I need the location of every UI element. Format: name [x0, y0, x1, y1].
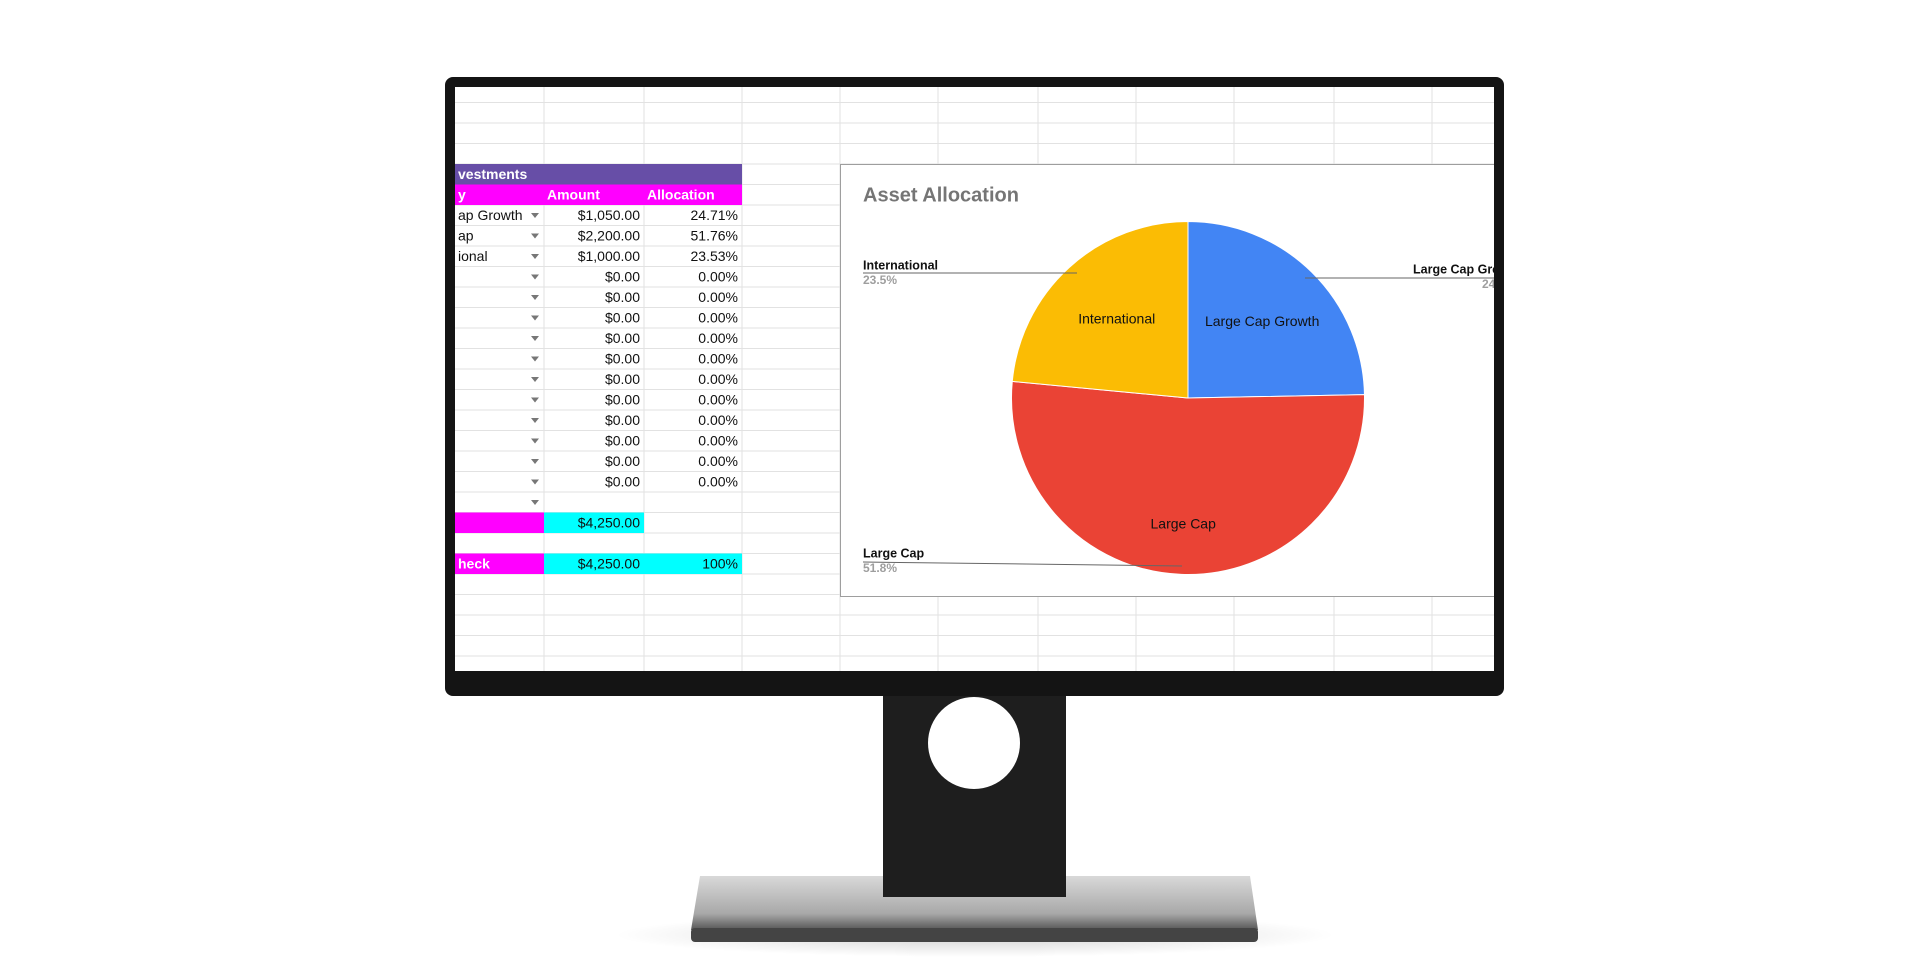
amount-cell: $0.00 — [605, 432, 640, 448]
check-amount: $4,250.00 — [578, 555, 640, 571]
chart-title: Asset Allocation — [863, 184, 1019, 206]
allocation-cell: 0.00% — [698, 330, 738, 346]
cell-fill — [544, 512, 644, 533]
dropdown-arrow — [531, 500, 539, 505]
amount-cell: $0.00 — [605, 453, 640, 469]
check-allocation: 100% — [702, 555, 738, 571]
allocation-cell: 0.00% — [698, 350, 738, 366]
allocation-cell: 0.00% — [698, 453, 738, 469]
amount-cell: $1,050.00 — [578, 207, 640, 223]
dropdown-arrow — [531, 295, 539, 300]
value-label: 24.7% — [1482, 277, 1516, 291]
dropdown-arrow — [531, 233, 539, 239]
allocation-cell: 0.00% — [698, 473, 738, 489]
allocation-cell: 0.00% — [698, 412, 738, 428]
cell-fill — [544, 164, 644, 185]
dropdown-arrow — [531, 459, 539, 464]
slice-label: International — [1078, 310, 1155, 326]
leader-line — [862, 561, 1183, 567]
dropdown-arrow — [531, 438, 539, 444]
slice-label: Large Cap — [1151, 516, 1217, 532]
dropdown-arrow — [531, 397, 539, 403]
legend-label: Large Cap — [863, 546, 924, 560]
amount-cell: $0.00 — [605, 473, 640, 489]
allocation-cell: 0.00% — [698, 371, 738, 387]
value-label: 23.5% — [863, 273, 897, 287]
slice-label: Large Cap Growth — [1205, 313, 1319, 329]
allocation-cell: 23.53% — [691, 248, 738, 264]
stand-base-edge — [691, 928, 1258, 942]
allocation-cell: 51.76% — [691, 227, 738, 243]
dropdown-arrow — [531, 274, 539, 280]
value-label: 51.8% — [863, 561, 897, 575]
allocation-cell: 0.00% — [698, 432, 738, 448]
pie-slice — [1011, 380, 1365, 575]
amount-cell: $0.00 — [605, 371, 640, 387]
total-amount: $4,250.00 — [578, 514, 640, 530]
column-header: y — [458, 186, 466, 202]
check-label: heck — [458, 555, 490, 571]
dropdown-arrow — [531, 336, 539, 341]
dropdown-arrow — [531, 213, 539, 218]
allocation-cell: 0.00% — [698, 268, 738, 284]
allocation-cell: 0.00% — [698, 391, 738, 407]
cell-fill — [455, 164, 544, 185]
cell-fill — [644, 553, 742, 574]
category-cell: ap Growth — [458, 207, 523, 223]
cell-fill — [644, 164, 742, 185]
allocation-cell: 0.00% — [698, 309, 738, 325]
amount-cell: $1,000.00 — [578, 248, 640, 264]
amount-cell: $0.00 — [605, 309, 640, 325]
legend-label: International — [863, 258, 938, 272]
amount-cell: $0.00 — [605, 330, 640, 346]
cell-fill — [455, 184, 544, 205]
amount-cell: $0.00 — [605, 391, 640, 407]
cell-fill — [544, 553, 644, 574]
category-cell: ional — [458, 248, 488, 264]
dropdown-arrow — [531, 418, 539, 423]
cell-fill — [644, 184, 742, 205]
dropdown-arrow — [531, 356, 539, 362]
dropdown-arrow — [531, 254, 539, 259]
allocation-cell: 24.71% — [691, 207, 738, 223]
stand-base — [691, 876, 1258, 930]
stand-hole — [928, 697, 1020, 789]
column-header: Allocation — [647, 186, 715, 202]
dropdown-arrow — [531, 377, 539, 382]
amount-cell: $0.00 — [605, 412, 640, 428]
amount-cell: $2,200.00 — [578, 227, 640, 243]
dropdown-arrow — [531, 315, 539, 321]
cell-fill — [544, 184, 644, 205]
legend-label: Large Cap Growth — [1413, 262, 1521, 276]
cell-fill — [455, 553, 544, 574]
dropdown-arrow — [531, 479, 539, 485]
amount-cell: $0.00 — [605, 350, 640, 366]
cell-fill — [455, 512, 544, 533]
allocation-cell: 0.00% — [698, 289, 738, 305]
screen-content: vestments y Amount Allocation ap Growth $1,05… — [455, 87, 1521, 671]
amount-cell: $0.00 — [605, 289, 640, 305]
amount-cell: $0.00 — [605, 268, 640, 284]
column-header: Amount — [547, 186, 600, 202]
pie-slice — [1011, 220, 1189, 399]
sheet-title: vestments — [458, 166, 527, 182]
category-cell: ap — [458, 227, 474, 243]
pie-slice — [1187, 220, 1365, 399]
